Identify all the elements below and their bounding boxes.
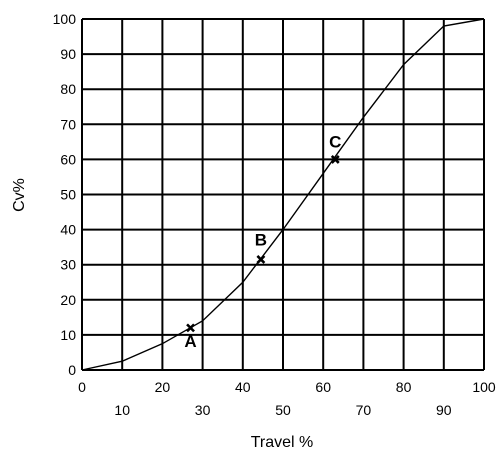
x-tick-label: 90	[436, 402, 452, 418]
x-tick-label: 100	[472, 379, 496, 395]
y-tick-label: 60	[60, 151, 76, 167]
y-tick-label: 40	[60, 222, 76, 238]
y-tick-label: 80	[60, 81, 76, 97]
y-tick-label: 20	[60, 292, 76, 308]
point-label-c: C	[329, 132, 341, 151]
x-tick-label: 10	[114, 402, 130, 418]
x-tick-label: 70	[356, 402, 372, 418]
x-axis-label: Travel %	[251, 434, 314, 451]
points-layer: A B C	[184, 132, 341, 350]
y-tick-label: 100	[53, 11, 77, 27]
y-tick-label: 50	[60, 187, 76, 203]
grid	[81, 18, 485, 371]
x-tick-label: 40	[235, 379, 251, 395]
x-tick-label: 0	[78, 379, 86, 395]
y-tick-label: 10	[60, 327, 76, 343]
x-tick-label: 80	[396, 379, 412, 395]
point-marker-c	[330, 154, 340, 164]
y-tick-label: 30	[60, 257, 76, 273]
point-label-a: A	[184, 332, 196, 351]
x-tick-labels: 0 10 20 30 40 50 60 70 80 90 100	[78, 379, 496, 418]
x-tick-label: 60	[315, 379, 331, 395]
x-tick-label: 30	[195, 402, 211, 418]
y-axis-label: Cv%	[11, 178, 28, 212]
series-layer	[81, 18, 485, 371]
series-line	[81, 18, 485, 371]
point-label-b: B	[255, 230, 267, 249]
y-tick-label: 90	[60, 46, 76, 62]
point-marker-b	[256, 255, 266, 264]
y-tick-label: 0	[68, 362, 76, 378]
point-marker-a	[186, 323, 195, 333]
y-tick-label: 70	[60, 116, 76, 132]
x-tick-label: 50	[275, 402, 291, 418]
x-tick-label: 20	[155, 379, 171, 395]
y-tick-labels: 0 10 20 30 40 50 60 70 80 90 100	[53, 11, 77, 378]
